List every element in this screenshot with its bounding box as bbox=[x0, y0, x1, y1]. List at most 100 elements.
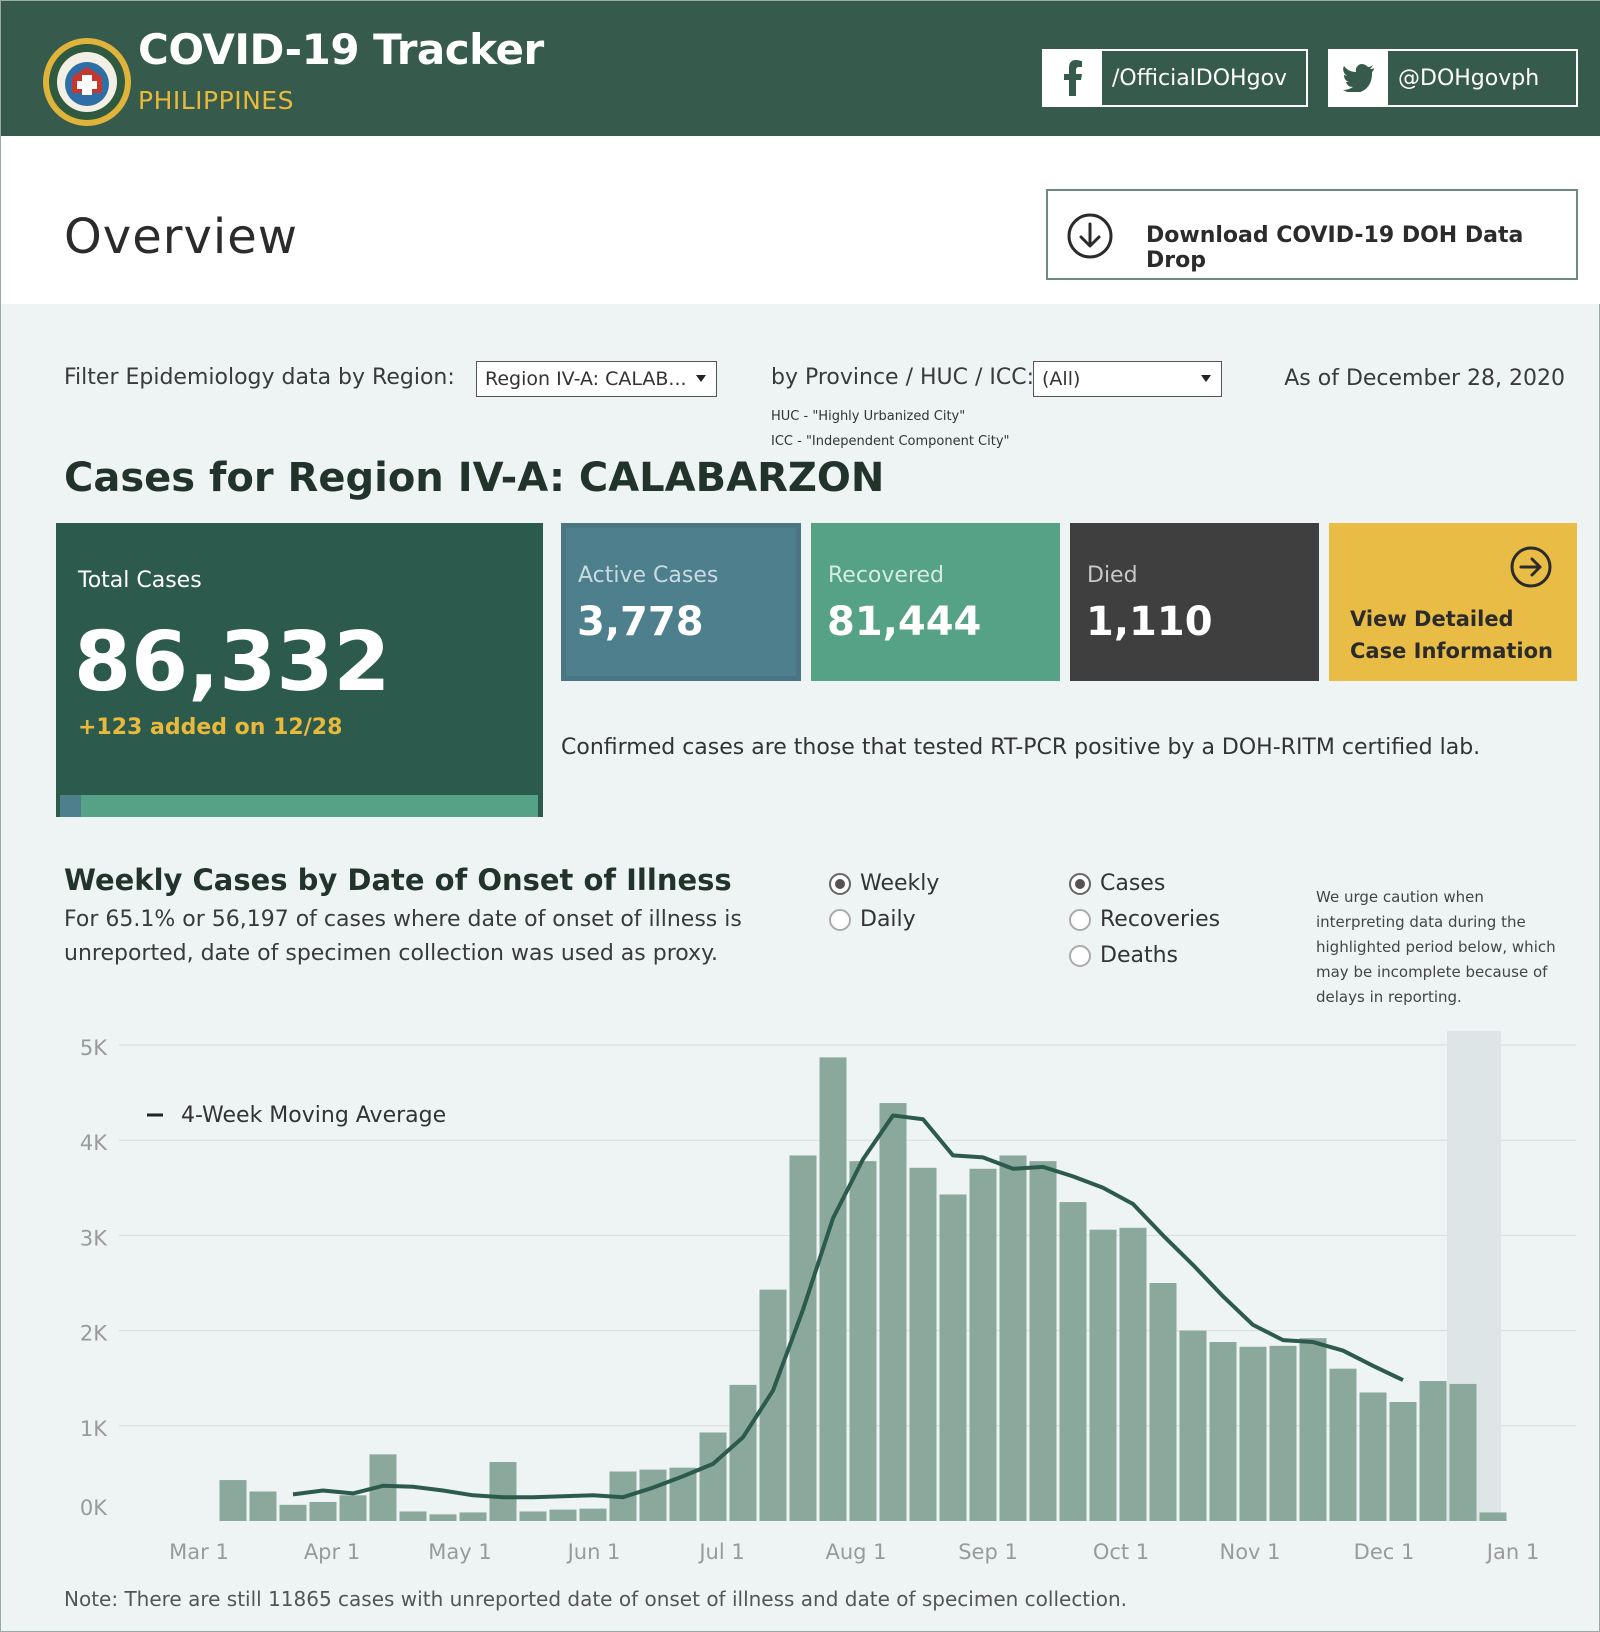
case-breakdown-bar bbox=[60, 795, 538, 817]
chart-footnote: Note: There are still 11865 cases with u… bbox=[64, 1587, 1127, 1611]
weekly-cases-chart: 0K 1K 2K 3K 4K 5K 4-Week Moving Average Mar 1 Ap… bbox=[80, 1031, 1576, 1564]
radio-unselected-icon bbox=[1069, 908, 1091, 931]
province-filter-label: by Province / HUC / ICC: bbox=[771, 365, 1035, 390]
radio-deaths[interactable]: Deaths bbox=[1069, 943, 1178, 968]
y-tick-label: 1K bbox=[80, 1417, 108, 1441]
x-tick-label: Mar 1 bbox=[169, 1540, 229, 1564]
weekly-cases-bar bbox=[1389, 1402, 1417, 1521]
confirmed-cases-note: Confirmed cases are those that tested RT… bbox=[561, 735, 1481, 760]
chevron-down-icon bbox=[696, 375, 706, 382]
twitter-link[interactable]: @DOHgovph bbox=[1328, 49, 1578, 107]
weekly-cases-bar bbox=[729, 1384, 757, 1521]
active-share-fill bbox=[60, 795, 81, 817]
weekly-cases-bar bbox=[489, 1461, 517, 1521]
radio-deaths-label: Deaths bbox=[1100, 943, 1178, 968]
facebook-handle: /OfficialDOHgov bbox=[1112, 65, 1288, 91]
radio-recoveries-label: Recoveries bbox=[1100, 907, 1221, 932]
y-tick-label: 5K bbox=[80, 1036, 108, 1060]
total-cases-value: 86,332 bbox=[74, 615, 391, 710]
weekly-cases-bar bbox=[1119, 1227, 1147, 1521]
radio-recoveries[interactable]: Recoveries bbox=[1069, 907, 1220, 932]
recovered-value: 81,444 bbox=[827, 599, 982, 645]
arrow-right-circle-icon bbox=[1510, 546, 1552, 588]
weekly-cases-bar bbox=[519, 1511, 547, 1521]
radio-selected-icon bbox=[829, 872, 851, 895]
province-select[interactable]: (All) bbox=[1033, 361, 1222, 397]
weekly-cases-bar bbox=[1419, 1381, 1447, 1521]
weekly-cases-bar bbox=[699, 1432, 727, 1521]
app-header: COVID-19 Tracker PHILIPPINES /OfficialDO… bbox=[1, 1, 1600, 136]
weekly-cases-bar bbox=[279, 1504, 307, 1521]
view-detailed-case-button[interactable]: View Detailed Case Information bbox=[1329, 523, 1577, 681]
chevron-down-icon bbox=[1201, 375, 1211, 382]
x-tick-label: Jun 1 bbox=[566, 1540, 621, 1564]
region-select-value: Region IV-A: CALAB... bbox=[485, 368, 687, 390]
twitter-handle: @DOHgovph bbox=[1398, 65, 1540, 91]
x-tick-label: Dec 1 bbox=[1354, 1540, 1415, 1564]
radio-selected-icon bbox=[1069, 872, 1091, 895]
y-tick-label: 0K bbox=[80, 1496, 108, 1520]
radio-unselected-icon bbox=[1069, 944, 1091, 967]
weekly-cases-bar bbox=[879, 1103, 907, 1521]
radio-daily[interactable]: Daily bbox=[829, 907, 916, 932]
weekly-cases-bar bbox=[1269, 1345, 1297, 1521]
radio-cases[interactable]: Cases bbox=[1069, 871, 1165, 896]
download-arrow-icon bbox=[1067, 213, 1113, 259]
facebook-icon bbox=[1044, 51, 1102, 105]
moving-average-line bbox=[292, 1113, 1404, 1500]
total-cases-label: Total Cases bbox=[78, 568, 202, 593]
weekly-cases-bar bbox=[1029, 1161, 1057, 1521]
radio-unselected-icon bbox=[829, 908, 851, 931]
radio-daily-label: Daily bbox=[860, 907, 916, 932]
total-cases-card: Total Cases 86,332 +123 added on 12/28 bbox=[56, 523, 543, 817]
weekly-cases-bar bbox=[1209, 1342, 1237, 1521]
as-of-date: As of December 28, 2020 bbox=[1284, 366, 1565, 391]
weekly-cases-bar bbox=[219, 1480, 247, 1521]
x-tick-label: Jul 1 bbox=[697, 1540, 744, 1564]
weekly-cases-bar bbox=[969, 1168, 997, 1521]
view-detailed-line2: Case Information bbox=[1350, 639, 1553, 663]
weekly-cases-bar bbox=[309, 1501, 337, 1521]
download-data-button[interactable]: Download COVID-19 DOH Data Drop bbox=[1046, 189, 1578, 280]
x-tick-label: May 1 bbox=[428, 1540, 491, 1564]
radio-weekly[interactable]: Weekly bbox=[829, 871, 939, 896]
region-select[interactable]: Region IV-A: CALAB... bbox=[476, 361, 717, 397]
weekly-cases-bar bbox=[459, 1512, 487, 1521]
twitter-icon bbox=[1330, 51, 1388, 105]
y-tick-label: 4K bbox=[80, 1131, 108, 1155]
download-label: Download COVID-19 DOH Data Drop bbox=[1146, 223, 1524, 273]
x-tick-label: Jan 1 bbox=[1485, 1540, 1539, 1564]
weekly-cases-bar bbox=[1359, 1392, 1387, 1521]
icc-note: ICC - "Independent Component City" bbox=[771, 434, 1010, 449]
radio-cases-label: Cases bbox=[1100, 871, 1166, 896]
weekly-cases-bar bbox=[1089, 1229, 1117, 1521]
weekly-cases-bar bbox=[1299, 1338, 1327, 1521]
active-cases-value: 3,778 bbox=[577, 599, 704, 645]
weekly-cases-bar bbox=[1149, 1283, 1177, 1521]
caution-note: We urge caution when interpreting data d… bbox=[1316, 888, 1556, 1006]
died-value: 1,110 bbox=[1086, 599, 1213, 645]
doh-seal-logo bbox=[43, 38, 131, 126]
page-title: Overview bbox=[64, 209, 298, 265]
legend-label: 4-Week Moving Average bbox=[181, 1103, 446, 1128]
weekly-cases-bar bbox=[549, 1509, 577, 1521]
facebook-link[interactable]: /OfficialDOHgov bbox=[1042, 49, 1308, 107]
weekly-cases-bar bbox=[849, 1161, 877, 1521]
x-tick-label: Oct 1 bbox=[1093, 1540, 1149, 1564]
x-tick-label: Apr 1 bbox=[304, 1540, 360, 1564]
weekly-cases-bar bbox=[339, 1495, 367, 1521]
weekly-cases-bar bbox=[909, 1167, 937, 1521]
weekly-cases-bar bbox=[819, 1057, 847, 1521]
weekly-chart-title: Weekly Cases by Date of Onset of Illness bbox=[64, 863, 732, 897]
active-cases-label: Active Cases bbox=[578, 563, 719, 588]
view-detailed-label: View Detailed Case Information bbox=[1350, 603, 1553, 667]
weekly-cases-bar bbox=[1239, 1346, 1267, 1521]
active-cases-card: Active Cases 3,778 bbox=[561, 523, 801, 681]
region-filter-label: Filter Epidemiology data by Region: bbox=[64, 365, 455, 390]
weekly-cases-bar bbox=[999, 1155, 1027, 1521]
recovered-card: Recovered 81,444 bbox=[811, 523, 1060, 681]
weekly-cases-bar bbox=[1479, 1512, 1507, 1521]
weekly-cases-bar bbox=[939, 1194, 967, 1521]
weekly-cases-bar bbox=[399, 1511, 427, 1521]
weekly-cases-bar bbox=[579, 1508, 607, 1521]
